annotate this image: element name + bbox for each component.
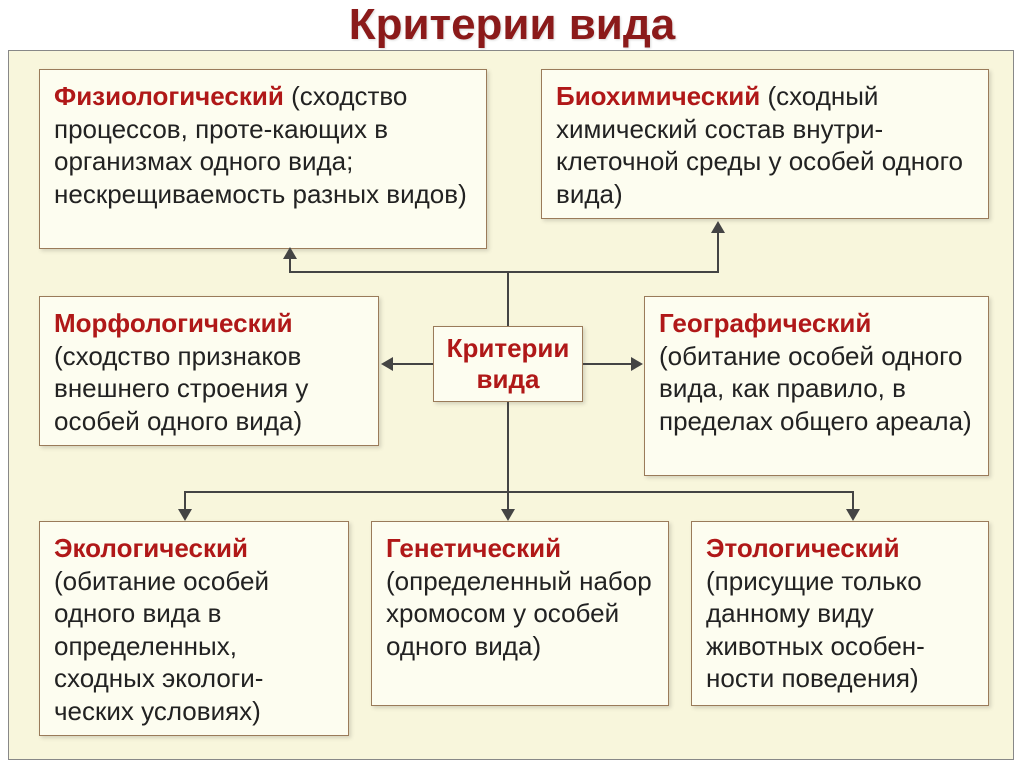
box-geographical: Географический (обитание особей одного в… [644, 296, 989, 476]
name-physiological: Физиологический [54, 81, 284, 111]
conn-center-up [507, 273, 509, 326]
arrow-ecological [178, 509, 192, 521]
conn-bottom-mid-v [507, 491, 509, 511]
arrow-morphological [381, 357, 393, 371]
conn-center-down [507, 402, 509, 492]
center-node: Критерии вида [433, 326, 583, 402]
arrow-physiological [283, 247, 297, 259]
desc-ecological: (обитание особей одного вида в определен… [54, 566, 269, 726]
conn-bottom-left-v [184, 491, 186, 511]
name-geographical: Географический [659, 308, 871, 338]
page-title: Критерии вида [0, 0, 1024, 50]
box-morphological: Морфологический (сходство признаков внеш… [39, 296, 379, 446]
box-biochemical: Биохимический (сходный химический состав… [541, 69, 989, 219]
slide-background: Критерии вида Физиологический (сходство … [8, 50, 1014, 760]
conn-top-right-v [717, 231, 719, 273]
desc-morphological: (сходство признаков внешнего строения у … [54, 341, 308, 436]
name-morphological: Морфологический [54, 308, 293, 338]
desc-ethological: (присущие только данному виду животных о… [706, 566, 925, 694]
name-ethological: Этологический [706, 533, 900, 563]
arrow-biochemical [711, 221, 725, 233]
conn-right-h [583, 363, 633, 365]
box-genetic: Генетический (определенный набор хромосо… [371, 521, 669, 706]
arrow-geographical [631, 357, 643, 371]
conn-bottom-right-v [852, 491, 854, 511]
conn-top-hbar [289, 271, 719, 273]
conn-left-h [391, 363, 433, 365]
conn-bottom-hbar [184, 491, 854, 493]
box-ecological: Экологический (обитание особей одного ви… [39, 521, 349, 736]
name-genetic: Генетический [386, 533, 561, 563]
name-ecological: Экологический [54, 533, 248, 563]
desc-genetic: (определенный набор хромосом у особей од… [386, 566, 652, 661]
conn-top-left-v [289, 257, 291, 273]
desc-geographical: (обитание особей одного вида, как правил… [659, 341, 972, 436]
name-biochemical: Биохимический [556, 81, 760, 111]
box-ethological: Этологический (присущие только данному в… [691, 521, 989, 706]
center-label: Критерии вида [447, 333, 570, 394]
arrow-genetic [501, 509, 515, 521]
box-physiological: Физиологический (сходство процессов, про… [39, 69, 487, 249]
arrow-ethological [846, 509, 860, 521]
